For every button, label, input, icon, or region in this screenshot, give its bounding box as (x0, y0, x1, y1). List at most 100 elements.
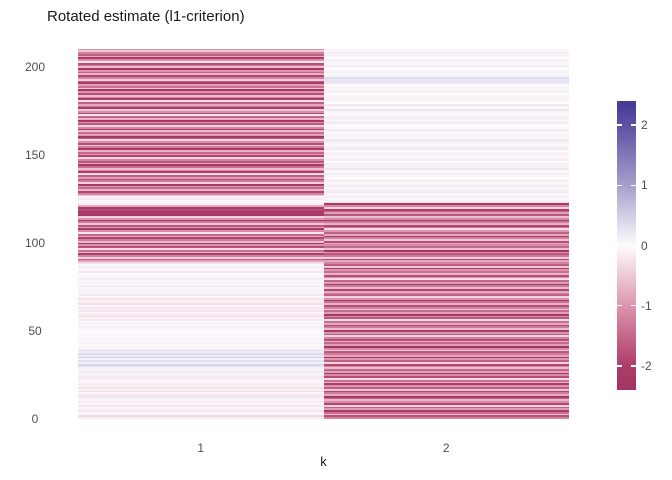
heatmap-cell (78, 283, 324, 286)
heatmap-cell (78, 324, 324, 327)
heatmap-cell (78, 322, 324, 325)
heatmap-cell (78, 240, 324, 243)
heatmap-cell (323, 271, 569, 273)
heatmap-cell (323, 374, 569, 377)
heatmap-cell (78, 110, 324, 113)
heatmap-cell (78, 205, 324, 208)
legend-tick-mark (631, 365, 636, 367)
heatmap-cell (323, 249, 569, 252)
heatmap-cell (78, 417, 324, 419)
heatmap-cell (78, 248, 324, 250)
heatmap-cell (78, 306, 324, 309)
heatmap-cell (78, 77, 324, 79)
heatmap-cell (78, 374, 324, 377)
heatmap-cell (78, 107, 324, 110)
heatmap-cell (323, 98, 569, 101)
heatmap-cell (323, 383, 569, 386)
heatmap-cell (78, 292, 324, 295)
heatmap-cell (323, 413, 569, 416)
heatmap-cell (78, 228, 324, 231)
heatmap-cell (78, 276, 324, 279)
heatmap-cell (78, 288, 324, 291)
heatmap-cell (323, 187, 569, 190)
heatmap-cell (323, 278, 569, 281)
heatmap-cell (78, 80, 324, 83)
heatmap-cell (323, 305, 569, 307)
heatmap-cell (323, 210, 569, 213)
heatmap-cell (323, 362, 569, 364)
heatmap-cell (78, 52, 324, 54)
heatmap-cell (78, 231, 324, 234)
heatmap-cell (323, 117, 569, 120)
heatmap-cell (323, 80, 569, 83)
heatmap-cell (78, 260, 324, 263)
heatmap-cell (323, 191, 569, 193)
heatmap-cell (323, 59, 569, 61)
heatmap-cell (323, 324, 569, 327)
heatmap-cell (78, 331, 324, 334)
heatmap-cell (323, 89, 569, 92)
heatmap-cell (323, 166, 569, 168)
heatmap-cell (323, 198, 569, 200)
heatmap-cell (323, 363, 569, 366)
heatmap-cell (323, 57, 569, 60)
legend-tick-label: 1 (641, 178, 648, 193)
heatmap-cell (78, 100, 324, 102)
heatmap-cell (78, 415, 324, 418)
heatmap-cell (323, 151, 569, 154)
heatmap-cell (78, 271, 324, 273)
heatmap-cell (323, 199, 569, 202)
heatmap-cell (323, 62, 569, 65)
heatmap-cell (323, 144, 569, 147)
heatmap-cell (323, 55, 569, 58)
heatmap-cell (78, 134, 324, 136)
heatmap-cell (323, 93, 569, 95)
heatmap-cell (78, 360, 324, 362)
heatmap-cell (78, 219, 324, 222)
heatmap-cell (323, 114, 569, 117)
heatmap-cell (323, 265, 569, 268)
heatmap-cell (323, 256, 569, 259)
heatmap-cell (323, 244, 569, 247)
heatmap-cell (78, 305, 324, 307)
heatmap-cell (78, 235, 324, 238)
heatmap-cell (323, 77, 569, 79)
heatmap-cell (323, 328, 569, 330)
heatmap-cell (323, 242, 569, 245)
heatmap-cell (323, 162, 569, 165)
heatmap-cell (78, 178, 324, 181)
heatmap-cell (78, 128, 324, 131)
heatmap-cell (78, 379, 324, 382)
heatmap-cell (323, 338, 569, 341)
heatmap-cell (323, 226, 569, 229)
heatmap-cell (323, 248, 569, 250)
heatmap-cell (78, 372, 324, 375)
heatmap-cell (78, 344, 324, 346)
heatmap-cell (78, 363, 324, 366)
heatmap-cell (323, 192, 569, 195)
heatmap-cell (78, 185, 324, 188)
heatmap-cell (78, 142, 324, 145)
heatmap-cell (78, 313, 324, 316)
heatmap-cell (323, 269, 569, 272)
heatmap-cell (78, 249, 324, 252)
heatmap-cell (323, 173, 569, 175)
heatmap-cell (78, 233, 324, 236)
heatmap-cell (323, 402, 569, 405)
heatmap-cell (78, 64, 324, 67)
heatmap-cell (323, 390, 569, 393)
legend-tick-mark (631, 304, 636, 307)
heatmap-cell (323, 321, 569, 323)
heatmap-cell (323, 169, 569, 172)
heatmap-cell (78, 362, 324, 364)
y-tick-label: 0 (31, 412, 39, 426)
heatmap-cell (323, 297, 569, 300)
heatmap-cell (323, 155, 569, 158)
heatmap-cell (78, 312, 324, 314)
heatmap-cell (323, 322, 569, 325)
heatmap-cell (78, 237, 324, 240)
heatmap-cell (323, 78, 569, 81)
heatmap-cell (78, 258, 324, 261)
heatmap-cell (323, 160, 569, 163)
heatmap-cell (78, 272, 324, 275)
